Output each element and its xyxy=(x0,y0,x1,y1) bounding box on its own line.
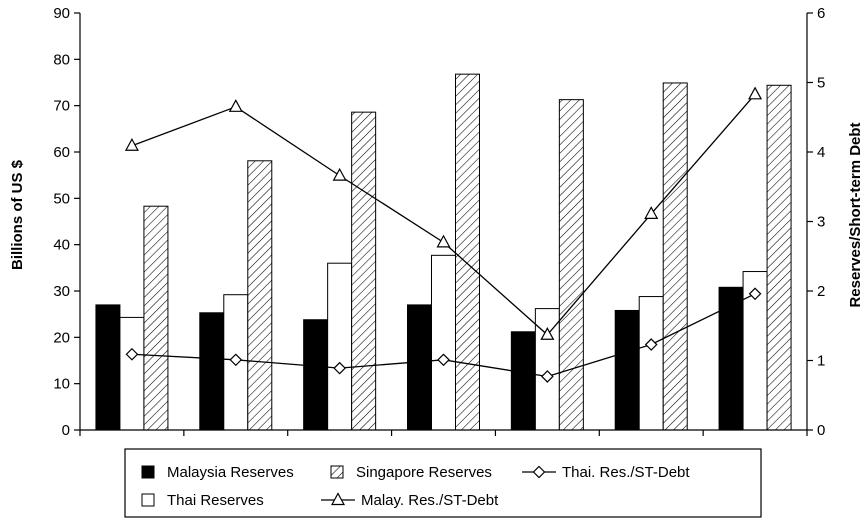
y-axis-right-title: Reserves/Short-term Debt xyxy=(847,122,864,307)
legend-swatch xyxy=(141,465,155,479)
y-tick-label-right: 1 xyxy=(817,353,825,370)
bar xyxy=(766,84,792,431)
bar xyxy=(407,304,432,431)
legend-label: Thai Reserves xyxy=(167,492,264,509)
bar xyxy=(431,254,456,431)
y-tick-label-left: 90 xyxy=(53,5,70,22)
bar xyxy=(510,331,536,431)
triangle-marker xyxy=(436,234,451,248)
bar xyxy=(455,73,480,431)
triangle-marker xyxy=(330,492,346,506)
diamond-marker xyxy=(541,370,554,383)
bar xyxy=(143,205,169,431)
triangle-marker xyxy=(644,206,659,219)
legend-box xyxy=(124,448,762,518)
legend: Malaysia Reserves Singapore Reserves Thai.… xyxy=(124,448,762,518)
bar xyxy=(95,304,121,431)
y-tick-label-left: 30 xyxy=(53,283,70,300)
y-tick-label-left: 70 xyxy=(53,98,70,115)
y-tick-label-left: 20 xyxy=(53,329,70,346)
axes: 0 10 20 30 40 50 60 70 80 90 0 1 2 3 4 5 6 xyxy=(53,5,825,439)
legend-label: Thai. Res./ST-Debt xyxy=(562,464,690,481)
y-tick-label-left: 40 xyxy=(53,237,70,254)
triangle-marker xyxy=(748,86,763,100)
bar xyxy=(303,319,329,431)
y-axis-left-title: Billions of US $ xyxy=(9,159,26,270)
y-tick-label-left: 60 xyxy=(53,144,70,161)
y-tick-label-left: 10 xyxy=(53,376,70,393)
y-tick-label-left: 50 xyxy=(53,190,70,207)
bar xyxy=(119,316,145,431)
triangle-marker xyxy=(228,99,243,112)
y-tick-label-left: 0 xyxy=(62,422,70,439)
legend-swatch xyxy=(330,465,344,479)
bar xyxy=(718,286,744,431)
y-tick-label-right: 0 xyxy=(817,422,825,439)
y-tick-label-right: 5 xyxy=(817,75,825,92)
y-tick-label-right: 4 xyxy=(817,144,825,161)
triangle-marker xyxy=(124,137,139,151)
diamond-marker xyxy=(125,347,139,361)
diamond-marker xyxy=(333,361,346,375)
y-tick-label-right: 3 xyxy=(817,214,825,231)
y-tick-label-right: 2 xyxy=(817,283,825,300)
bar xyxy=(662,82,688,431)
legend-label: Malay. Res./ST-Debt xyxy=(361,492,499,509)
bar xyxy=(614,309,640,431)
triangle-marker xyxy=(540,327,555,340)
bar xyxy=(247,160,273,431)
legend-swatch xyxy=(141,493,155,507)
plot-area xyxy=(95,73,792,431)
bar xyxy=(327,262,353,431)
diamond-marker xyxy=(532,465,546,479)
bar xyxy=(638,296,664,431)
diamond-marker xyxy=(748,287,762,301)
bar xyxy=(558,99,584,431)
diamond-marker xyxy=(644,338,658,351)
y-tick-label-left: 80 xyxy=(53,51,70,68)
legend-label: Malaysia Reserves xyxy=(167,464,294,481)
triangle-marker xyxy=(332,167,347,181)
y-tick-label-right: 6 xyxy=(817,5,825,22)
bar xyxy=(199,312,225,431)
diamond-marker xyxy=(229,353,243,367)
bar xyxy=(351,111,377,431)
diamond-marker xyxy=(437,353,450,367)
legend-label: Singapore Reserves xyxy=(356,464,492,481)
